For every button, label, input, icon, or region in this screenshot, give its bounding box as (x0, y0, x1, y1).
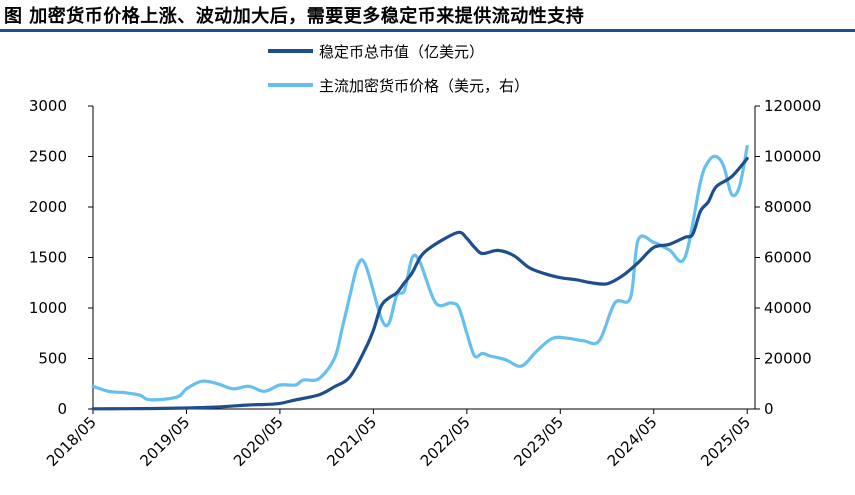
y-left-tick-label: 2000 (29, 198, 67, 216)
y-left-tick-label: 500 (38, 350, 67, 368)
x-tick-label: 2023/05 (510, 413, 567, 470)
y-right-tick-label: 80000 (764, 198, 812, 216)
x-tick-label: 2020/05 (230, 413, 287, 470)
series-line-crypto-price (91, 144, 749, 402)
y-left-tick-label: 1000 (29, 299, 67, 317)
legend-label-crypto-price: 主流加密货币价格（美元，右） (319, 77, 529, 95)
y-right-tick-label: 40000 (764, 299, 812, 317)
legend: 稳定币总市值（亿美元） 主流加密货币价格（美元，右） (268, 43, 529, 95)
y-left-tick-label: 0 (57, 400, 67, 418)
x-tick-label: 2025/05 (697, 413, 754, 470)
y-right-tick-label: 60000 (764, 249, 812, 267)
y-left-tick-label: 2500 (29, 148, 67, 166)
legend-label-stablecoin: 稳定币总市值（亿美元） (319, 43, 484, 61)
series-line-stablecoin-market-cap (91, 156, 749, 411)
axes: 0 500 1000 1500 2000 2500 3000 0 20000 40000 60000… (29, 97, 821, 470)
x-tick-label: 2024/05 (604, 413, 661, 470)
x-tick-label: 2019/05 (136, 413, 193, 470)
y-right-tick-label: 0 (764, 400, 774, 418)
figure-title: 图 加密货币价格上涨、波动加大后，需要更多稳定币来提供流动性支持 (4, 6, 585, 27)
x-tick-label: 2021/05 (323, 413, 380, 470)
y-right-tick-label: 120000 (764, 97, 821, 115)
y-right-tick-label: 100000 (764, 148, 821, 166)
y-left-tick-label: 1500 (29, 249, 67, 267)
y-right-tick-label: 20000 (764, 350, 812, 368)
title-underline (0, 29, 855, 32)
y-left-tick-label: 3000 (29, 97, 67, 115)
x-tick-label: 2018/05 (43, 413, 100, 470)
x-tick-label: 2022/05 (417, 413, 474, 470)
series-lines (91, 144, 749, 411)
